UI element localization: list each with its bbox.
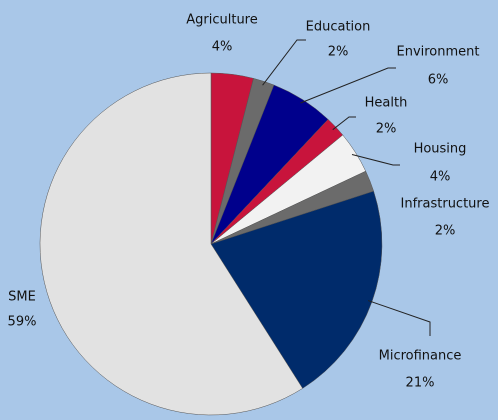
slice-label: Housing <box>414 142 467 157</box>
slice-label: Environment <box>396 45 479 60</box>
slice-value-label: 21% <box>406 376 435 391</box>
slice-label: SME <box>8 290 36 305</box>
leader-line <box>332 116 356 131</box>
slice-label: Health <box>365 96 408 111</box>
slice-label: Agriculture <box>186 13 258 28</box>
slice-value-label: 4% <box>430 170 451 185</box>
slice-value-label: 2% <box>328 45 349 60</box>
leader-line <box>300 67 396 104</box>
leader-line <box>367 300 431 336</box>
slice-value-label: 4% <box>212 40 233 55</box>
slice-value-label: 59% <box>8 315 37 330</box>
slice-label: Microfinance <box>379 349 462 364</box>
pie-slice <box>39 72 303 416</box>
slice-label: Education <box>306 20 371 35</box>
leader-line <box>351 154 400 166</box>
leader-line <box>262 39 306 86</box>
slice-value-label: 2% <box>435 224 456 239</box>
slice-value-label: 6% <box>428 73 449 88</box>
slice-label: Infrastructure <box>401 197 490 212</box>
slice-value-label: 2% <box>376 122 397 137</box>
